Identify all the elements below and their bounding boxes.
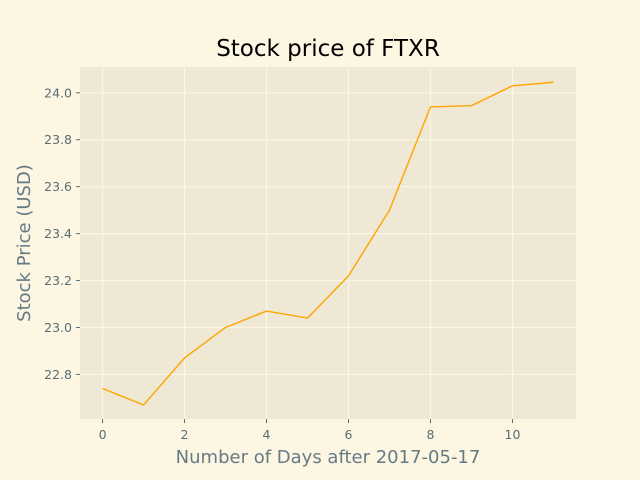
y-tick-label: 23.4 <box>44 226 72 241</box>
data-point <box>510 84 514 88</box>
axis-ticks: 0 2 4 6 8 10 22.8 23.0 23.2 23.4 23.6 23.8 24.0 <box>44 85 520 442</box>
data-point <box>101 386 105 390</box>
chart-title: Stock price of FTXR <box>216 36 440 62</box>
x-tick-label: 2 <box>181 427 189 442</box>
data-point <box>387 208 391 212</box>
y-tick-label: 24.0 <box>44 85 72 100</box>
data-point <box>265 309 269 313</box>
series-line <box>102 81 554 406</box>
x-tick-label: 0 <box>99 427 107 442</box>
data-point <box>428 105 432 109</box>
y-tick-label: 23.0 <box>44 320 72 335</box>
y-tick-label: 23.2 <box>44 273 72 288</box>
data-point <box>224 325 228 329</box>
x-tick-label: 10 <box>505 427 521 442</box>
y-tick-label: 22.8 <box>44 367 72 382</box>
data-point <box>306 316 310 320</box>
axes-background <box>80 67 576 419</box>
data-point <box>551 80 555 84</box>
x-axis-label: Number of Days after 2017-05-17 <box>176 447 481 468</box>
x-tick-label: 4 <box>263 427 271 442</box>
data-point <box>469 104 473 108</box>
y-tick-label: 23.6 <box>44 179 72 194</box>
data-point <box>183 356 187 360</box>
x-tick-label: 6 <box>345 427 353 442</box>
data-point <box>346 274 350 278</box>
y-tick-label: 23.8 <box>44 132 72 147</box>
x-tick-label: 8 <box>427 427 435 442</box>
y-axis-label: Stock Price (USD) <box>14 164 35 322</box>
data-point <box>142 403 146 407</box>
grid-lines <box>80 67 576 419</box>
series-layer <box>101 80 555 407</box>
